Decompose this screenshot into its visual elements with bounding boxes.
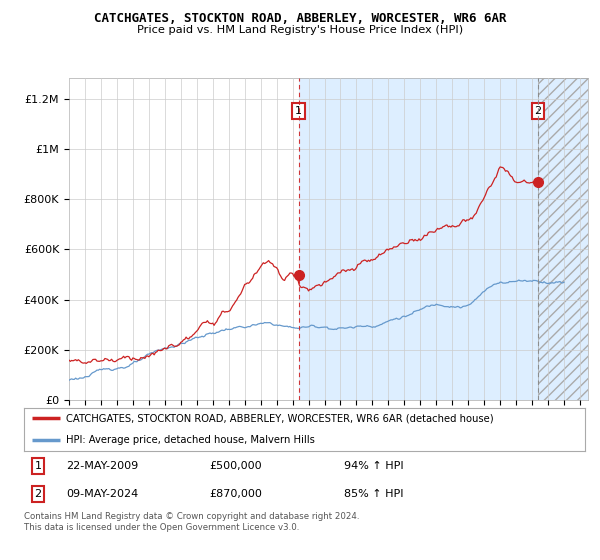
Text: £500,000: £500,000 (209, 461, 262, 471)
Text: 22-MAY-2009: 22-MAY-2009 (66, 461, 139, 471)
Text: 85% ↑ HPI: 85% ↑ HPI (344, 489, 403, 499)
Text: Price paid vs. HM Land Registry's House Price Index (HPI): Price paid vs. HM Land Registry's House … (137, 25, 463, 35)
Text: 1: 1 (35, 461, 41, 471)
Bar (299, 78, 588, 400)
Text: 1: 1 (295, 106, 302, 116)
Text: 2: 2 (34, 489, 41, 499)
Text: 2: 2 (534, 106, 541, 116)
Text: HPI: Average price, detached house, Malvern Hills: HPI: Average price, detached house, Malv… (66, 435, 315, 445)
Text: CATCHGATES, STOCKTON ROAD, ABBERLEY, WORCESTER, WR6 6AR (detached house): CATCHGATES, STOCKTON ROAD, ABBERLEY, WOR… (66, 413, 494, 423)
Text: CATCHGATES, STOCKTON ROAD, ABBERLEY, WORCESTER, WR6 6AR: CATCHGATES, STOCKTON ROAD, ABBERLEY, WOR… (94, 12, 506, 25)
Text: £870,000: £870,000 (209, 489, 262, 499)
Text: 09-MAY-2024: 09-MAY-2024 (66, 489, 139, 499)
Bar (538, 78, 588, 400)
Text: 94% ↑ HPI: 94% ↑ HPI (344, 461, 403, 471)
Text: Contains HM Land Registry data © Crown copyright and database right 2024.
This d: Contains HM Land Registry data © Crown c… (24, 512, 359, 532)
